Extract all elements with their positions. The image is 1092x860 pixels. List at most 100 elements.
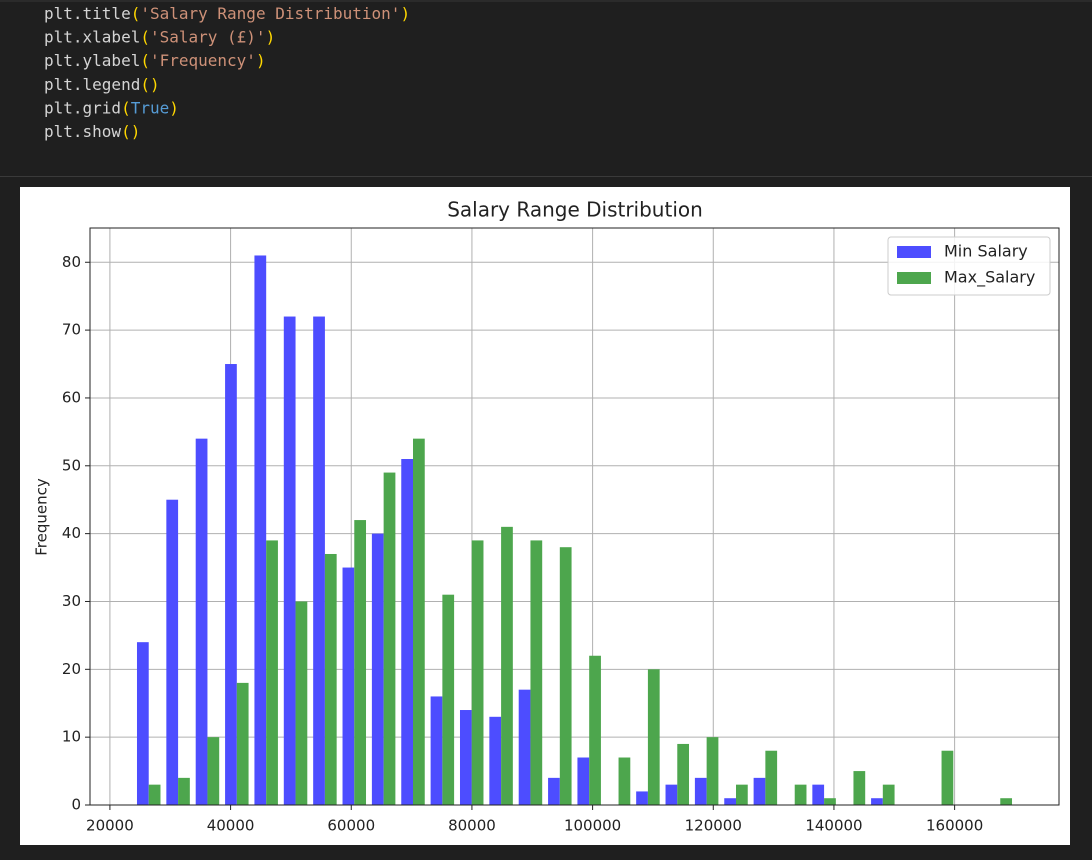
- legend-swatch: [897, 246, 931, 258]
- bar: [577, 757, 590, 805]
- bar: [765, 750, 778, 805]
- code-token: ): [400, 4, 410, 23]
- bar: [618, 757, 631, 805]
- legend-swatch: [897, 272, 931, 284]
- bar: [195, 438, 208, 805]
- code-token: (: [140, 51, 150, 70]
- x-tick-label: 80000: [448, 817, 496, 835]
- x-tick-label: 40000: [207, 817, 255, 835]
- bar: [225, 364, 237, 805]
- code-token: 'Frequency': [150, 51, 256, 70]
- bar: [1000, 798, 1013, 805]
- legend-label: Max_Salary: [944, 268, 1035, 288]
- plot-frame: [89, 227, 1060, 806]
- code-token: ): [131, 122, 141, 141]
- bar: [236, 682, 249, 805]
- bar: [383, 472, 396, 805]
- grid: [90, 228, 1059, 806]
- chart: Salary Range Distribution Frequency Sala…: [33, 198, 1060, 860]
- cell-border: [0, 0, 1092, 2]
- bar: [266, 540, 278, 805]
- y-tick-label: 20: [62, 660, 81, 678]
- x-tick-label: 140000: [805, 817, 862, 835]
- y-tick-label: 30: [62, 592, 81, 610]
- bar: [459, 710, 472, 805]
- bar: [442, 594, 455, 805]
- code-line: plt.title('Salary Range Distribution'): [44, 4, 410, 23]
- bar: [882, 784, 895, 805]
- y-tick-label: 50: [62, 456, 81, 474]
- bar: [677, 743, 690, 805]
- bar: [166, 499, 179, 805]
- bar: [647, 669, 660, 805]
- bar: [413, 438, 425, 805]
- code-line: plt.grid(True): [44, 98, 179, 117]
- bar: [706, 737, 719, 805]
- x-axis-label: Salary (£): [538, 847, 611, 860]
- code-lines: plt.title('Salary Range Distribution')pl…: [44, 4, 410, 141]
- bar: [283, 316, 296, 805]
- code-line: plt.ylabel('Frequency'): [44, 51, 266, 70]
- code-line: plt.xlabel('Salary (£)'): [44, 27, 275, 46]
- bar: [753, 777, 766, 805]
- bar: [136, 642, 149, 805]
- y-tick-label: 60: [62, 388, 81, 406]
- code-token: 'Salary Range Distribution': [140, 4, 400, 23]
- bar: [489, 716, 502, 805]
- bar: [401, 459, 414, 805]
- y-tick-label: 40: [62, 524, 81, 542]
- code-token: plt.show: [44, 122, 121, 141]
- y-tick-label: 70: [62, 321, 81, 339]
- bar: [295, 601, 308, 805]
- bar: [812, 784, 825, 805]
- code-cell: [0, 0, 1092, 176]
- bar: [694, 777, 707, 805]
- bar: [430, 696, 443, 805]
- bar: [724, 798, 736, 805]
- x-tick-label: 100000: [564, 817, 621, 835]
- y-tick-label: 10: [62, 728, 81, 746]
- legend: Min Salary Max_Salary: [887, 236, 1051, 296]
- y-tick-label: 0: [71, 796, 81, 814]
- code-token: True: [131, 98, 170, 117]
- separator: [0, 176, 1092, 177]
- code-token: ): [256, 51, 266, 70]
- bar: [254, 255, 267, 805]
- code-token: (: [121, 98, 131, 117]
- bar: [342, 567, 355, 805]
- code-token: (: [140, 74, 150, 93]
- bar: [471, 540, 484, 805]
- code-token: (: [121, 122, 131, 141]
- bar: [853, 771, 866, 805]
- bar: [636, 791, 648, 805]
- bar: [665, 784, 678, 805]
- x-tick-label: 160000: [926, 817, 983, 835]
- code-token: plt.title: [44, 4, 131, 23]
- code-token: plt.legend: [44, 74, 140, 93]
- bar: [313, 316, 325, 805]
- bar: [518, 689, 531, 805]
- bar: [354, 520, 367, 805]
- code-token: (: [140, 27, 150, 46]
- code-token: ): [266, 27, 276, 46]
- bar: [324, 553, 337, 805]
- bar: [589, 655, 601, 805]
- code-token: plt.grid: [44, 98, 121, 117]
- bar: [824, 798, 836, 805]
- bar: [530, 540, 543, 805]
- code-token: ): [169, 98, 179, 117]
- code-token: plt.xlabel: [44, 27, 140, 46]
- bar: [735, 784, 748, 805]
- x-tick-label: 60000: [327, 817, 375, 835]
- bar: [371, 533, 384, 805]
- code-token: 'Salary (£)': [150, 27, 266, 46]
- code-line: plt.show(): [44, 122, 140, 141]
- bar: [148, 784, 161, 805]
- output-image: [20, 187, 1070, 845]
- code-line: plt.legend(): [44, 74, 160, 93]
- bar: [501, 526, 513, 805]
- bar: [207, 737, 220, 805]
- bar: [548, 777, 560, 805]
